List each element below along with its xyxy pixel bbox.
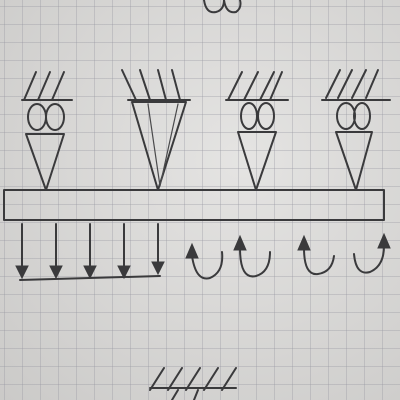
beam xyxy=(3,189,385,221)
roller-pair-4 xyxy=(336,102,371,130)
moment-3 xyxy=(297,234,335,276)
ground-hatch-4 xyxy=(321,69,391,101)
bottom-ground-hatch xyxy=(149,367,237,400)
support-triangle-3 xyxy=(237,131,277,191)
ground-hatch-1 xyxy=(21,71,73,101)
load-baseline xyxy=(19,275,161,281)
distributed-load xyxy=(15,223,165,281)
roller-pair-1 xyxy=(27,103,65,131)
top-partial-symbol xyxy=(203,0,242,14)
support-3 xyxy=(225,71,289,191)
moment-2 xyxy=(233,234,271,278)
support-triangle-2 xyxy=(131,101,187,191)
support-triangle-1 xyxy=(25,133,65,191)
support-2 xyxy=(121,69,191,191)
support-4 xyxy=(321,69,391,191)
support-1 xyxy=(21,71,73,191)
moment-4 xyxy=(353,232,391,274)
ground-hatch-2 xyxy=(121,69,191,101)
moment-1 xyxy=(185,242,224,280)
support-triangle-4 xyxy=(335,131,373,191)
roller-pair-3 xyxy=(240,102,275,130)
ground-hatch-3 xyxy=(225,71,289,101)
